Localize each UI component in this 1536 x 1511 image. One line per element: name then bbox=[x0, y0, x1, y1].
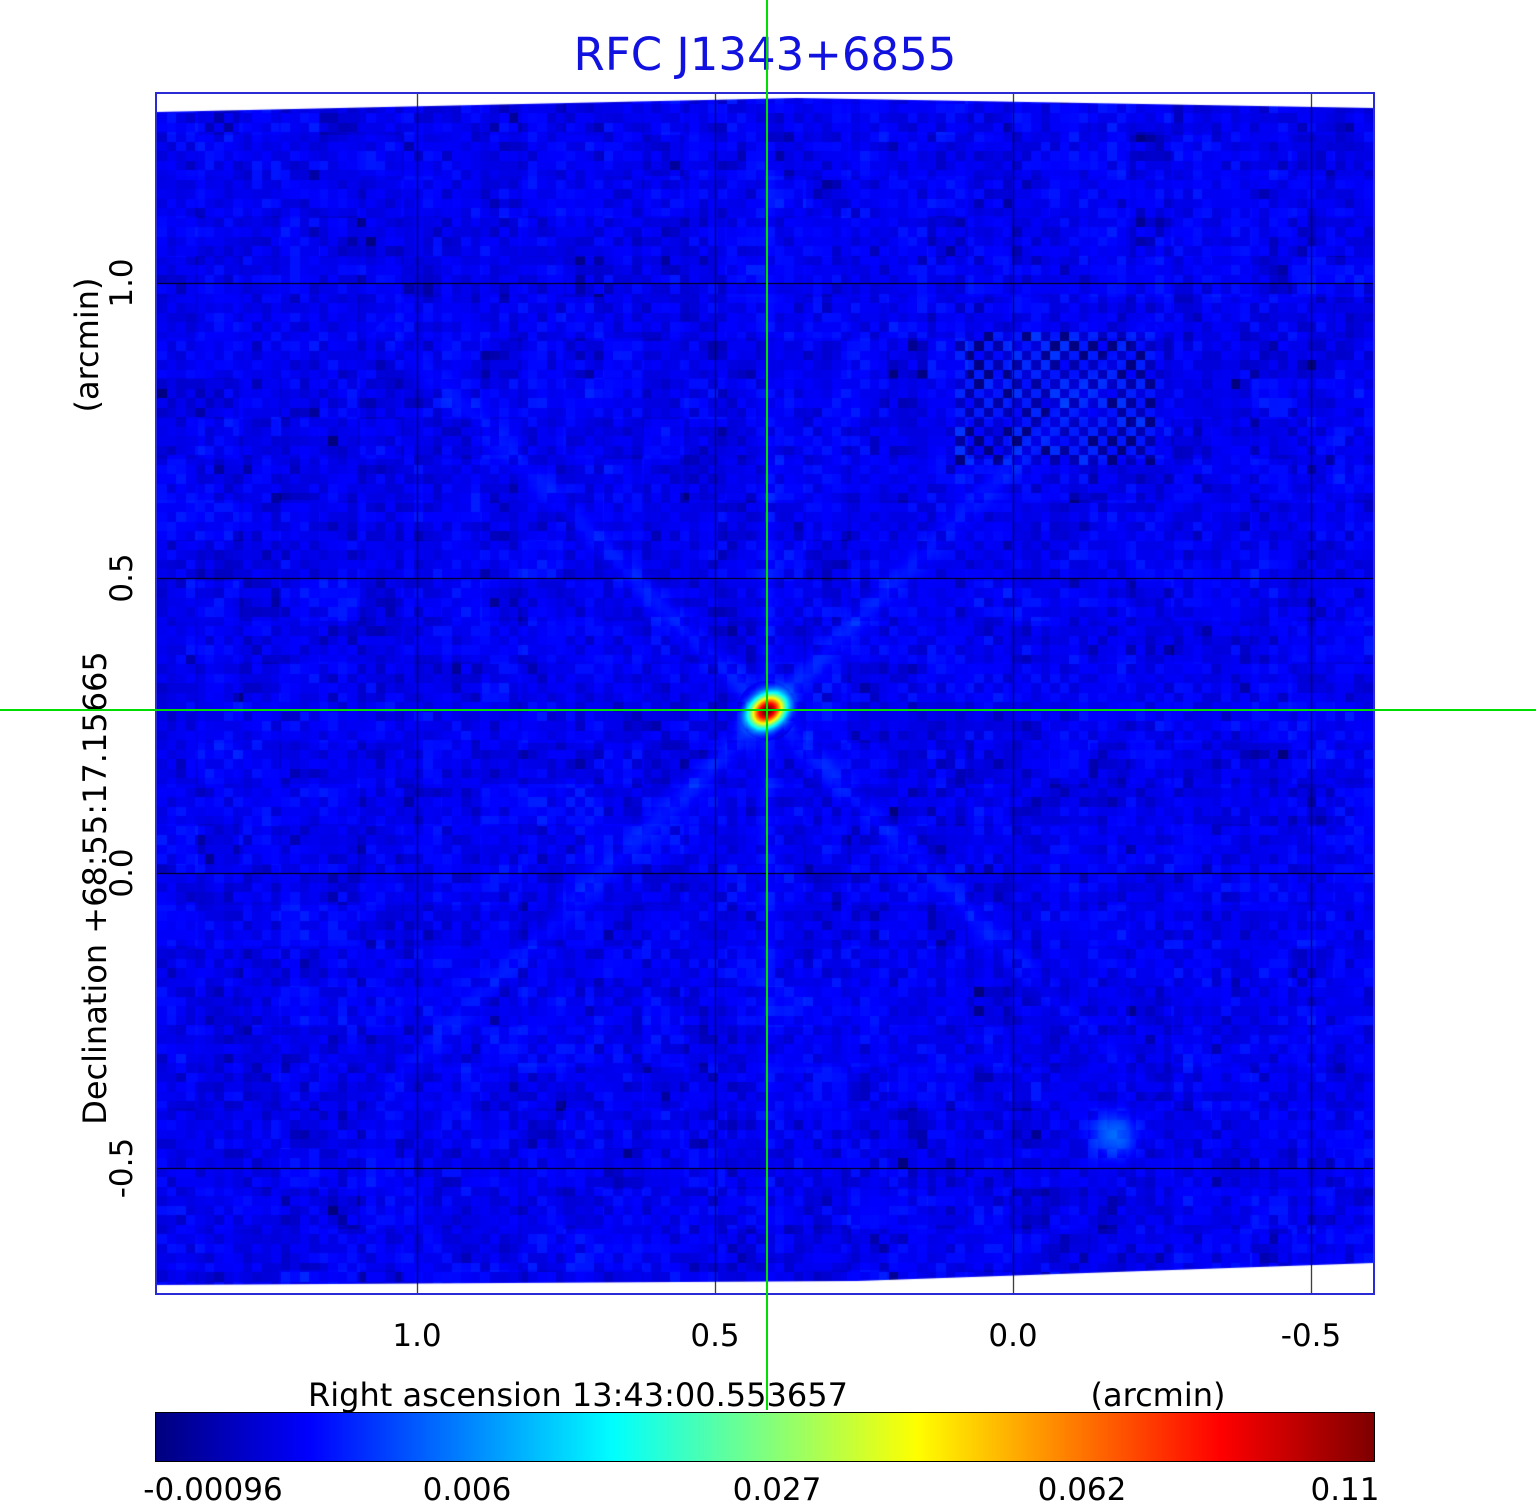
y-tick-1: 0.5 bbox=[104, 553, 140, 603]
x-tick-1: 0.5 bbox=[690, 1318, 740, 1354]
y-tick-3: -0.5 bbox=[104, 1137, 140, 1199]
colorbar-tick-3: 0.062 bbox=[1037, 1472, 1127, 1508]
x-tick-0: 1.0 bbox=[392, 1318, 442, 1354]
y-tick-0: 1.0 bbox=[104, 258, 140, 308]
chart-title: RFC J1343+6855 bbox=[573, 28, 957, 81]
plot-area bbox=[155, 92, 1375, 1295]
colorbar-tick-0: -0.00096 bbox=[143, 1472, 283, 1508]
x-tick-2: 0.0 bbox=[988, 1318, 1038, 1354]
crosshair-vertical-line bbox=[766, 0, 768, 1410]
x-axis-unit-label: (arcmin) bbox=[1090, 1376, 1226, 1414]
x-tick-3: -0.5 bbox=[1280, 1318, 1342, 1354]
crosshair-horizontal-line bbox=[0, 709, 1536, 711]
colorbar-tick-2: 0.027 bbox=[732, 1472, 822, 1508]
colorbar-gradient-canvas bbox=[156, 1413, 1374, 1461]
y-tick-2: 0.0 bbox=[104, 848, 140, 898]
sky-map-canvas bbox=[157, 94, 1373, 1293]
colorbar-tick-4: 0.11 bbox=[1310, 1472, 1380, 1508]
colorbar bbox=[155, 1412, 1375, 1462]
x-axis-label: Right ascension 13:43:00.553657 bbox=[308, 1376, 848, 1414]
y-axis-unit-label: (arcmin) bbox=[68, 277, 106, 413]
colorbar-tick-1: 0.006 bbox=[422, 1472, 512, 1508]
